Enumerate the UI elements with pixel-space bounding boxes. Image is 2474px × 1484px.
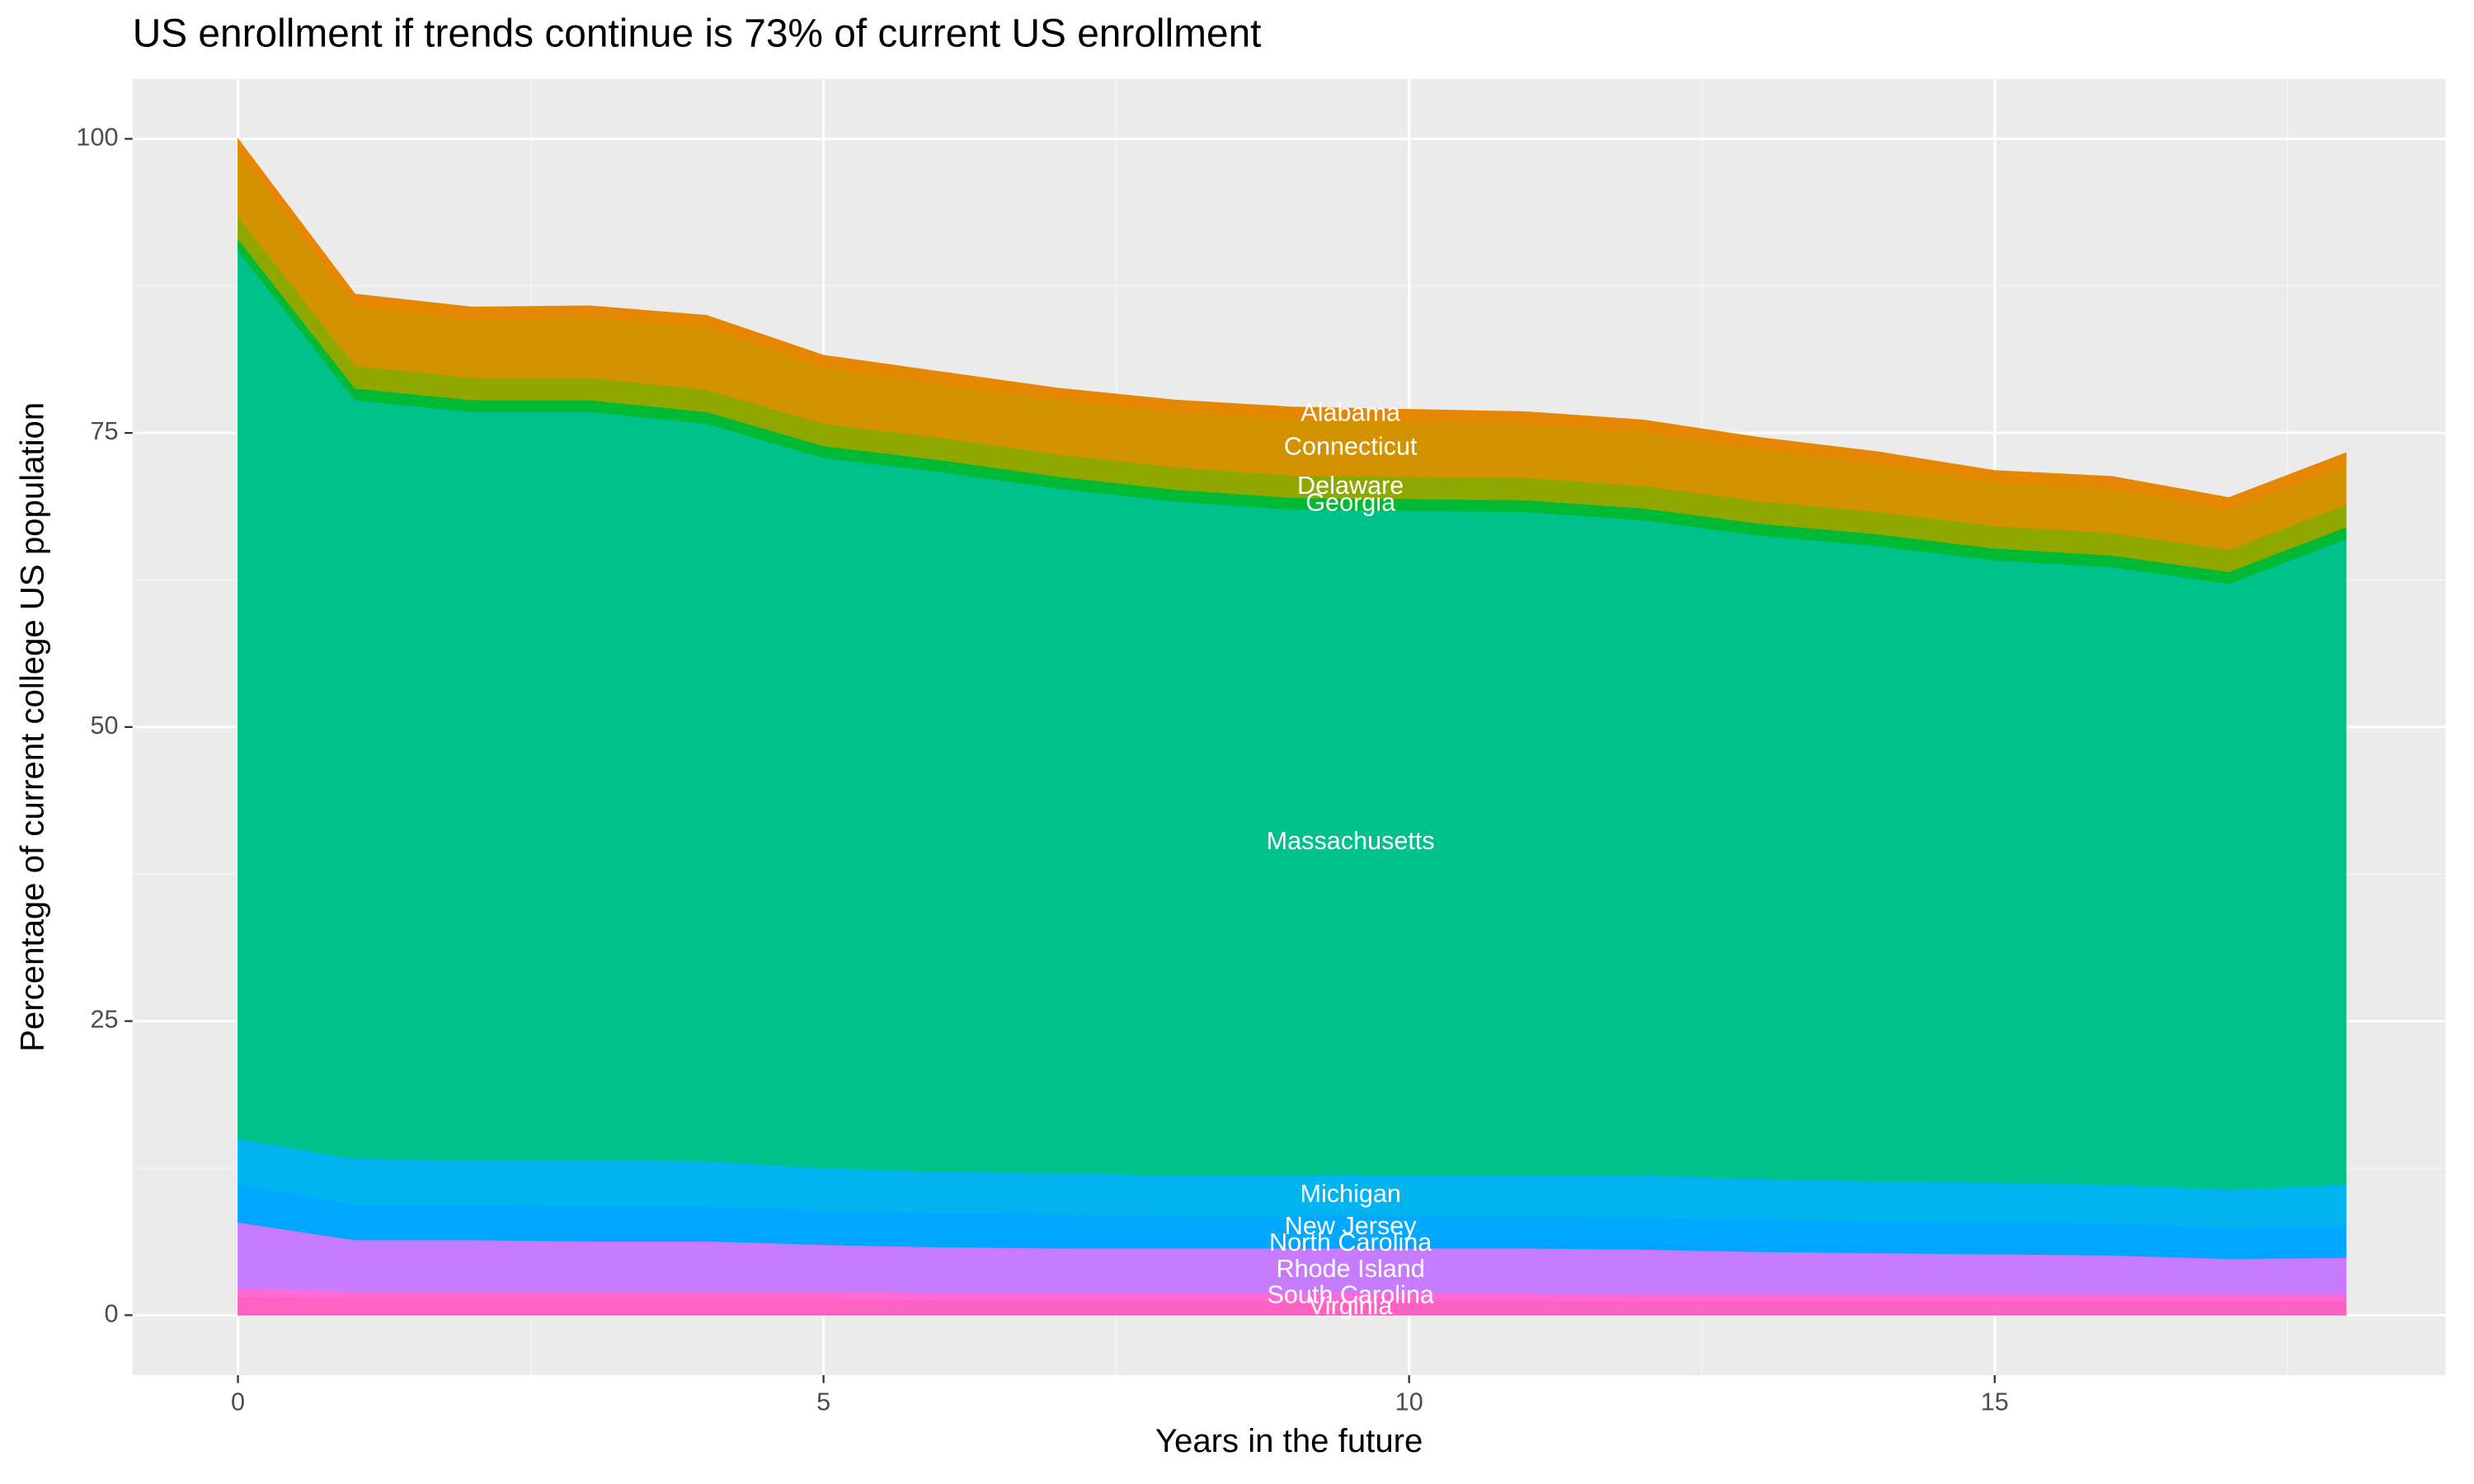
y-tick-label: 75: [90, 417, 118, 445]
series-label: New Jersey: [1285, 1212, 1418, 1240]
y-tick-label: 25: [90, 1006, 118, 1034]
y-tick-label: 100: [76, 123, 118, 151]
series-label: Michigan: [1300, 1180, 1400, 1208]
series-label: Rhode Island: [1277, 1255, 1425, 1283]
series-label: Connecticut: [1284, 432, 1418, 460]
x-tick-label: 15: [1981, 1388, 2009, 1416]
series-label: North Carolina: [1269, 1228, 1432, 1256]
series-label: Massachusetts: [1267, 827, 1435, 855]
series-label: Virginia: [1309, 1292, 1393, 1320]
series-label: Alabama: [1300, 398, 1401, 426]
chart-title: US enrollment if trends continue is 73% …: [133, 12, 1262, 56]
series-label: South Carolina: [1267, 1280, 1434, 1308]
x-tick-label: 0: [231, 1388, 245, 1416]
x-axis-label: Years in the future: [1155, 1422, 1423, 1459]
area: [238, 137, 2347, 510]
x-tick-label: 5: [816, 1388, 830, 1416]
x-tick-label: 10: [1395, 1388, 1423, 1416]
y-axis-label: Percentage of current college US populat…: [14, 402, 51, 1052]
series-label: Georgia: [1305, 489, 1396, 517]
y-tick-label: 0: [104, 1299, 118, 1327]
series-label: Delaware: [1297, 472, 1404, 500]
y-tick-label: 50: [90, 711, 118, 740]
